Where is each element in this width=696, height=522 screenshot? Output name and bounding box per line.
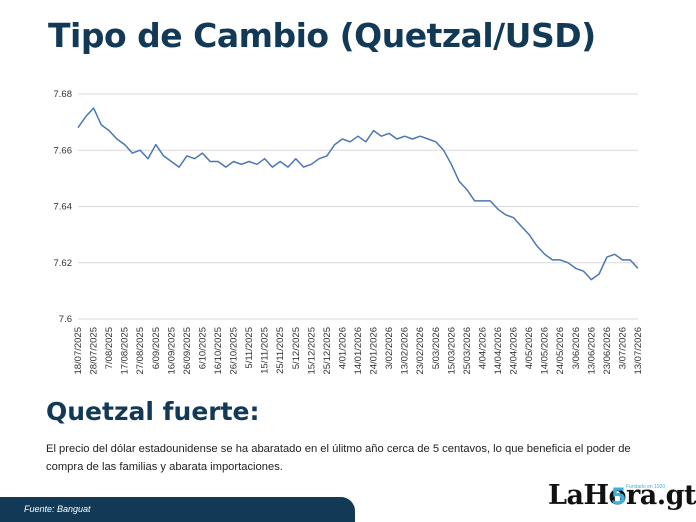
y-tick-label: 7.6 <box>59 314 72 325</box>
x-tick-label: 3/06/2026 <box>571 327 582 369</box>
x-tick-label: 26/09/2025 <box>182 327 193 375</box>
x-tick-label: 25/12/2025 <box>322 327 333 375</box>
y-tick-label: 7.62 <box>54 258 73 269</box>
series-line <box>77 107 639 281</box>
x-tick-label: 3/07/2026 <box>617 327 628 369</box>
description-text: El precio del dólar estadounidense se ha… <box>46 443 631 473</box>
x-tick-label: 26/10/2025 <box>229 327 240 375</box>
x-tick-label: 24/05/2026 <box>555 327 566 375</box>
section-subtitle: Quetzal fuerte: <box>46 397 260 426</box>
x-tick-label: 13/06/2026 <box>586 327 597 375</box>
x-tick-label: 28/07/2025 <box>89 327 100 375</box>
x-axis: 18/07/2025 28/07/2025 7/08/2025 17/08/2025 2… <box>73 327 644 375</box>
y-tick-label: 7.68 <box>54 89 73 100</box>
x-tick-label: 15/12/2025 <box>306 327 317 375</box>
x-tick-label: 27/08/2025 <box>135 327 146 375</box>
x-tick-label: 18/07/2025 <box>73 327 84 375</box>
x-tick-label: 23/06/2026 <box>602 327 613 375</box>
x-tick-label: 16/09/2025 <box>166 327 177 375</box>
x-tick-label: 14/01/2026 <box>353 327 364 375</box>
x-tick-label: 24/01/2026 <box>369 327 380 375</box>
page-title: Tipo de Cambio (Quetzal/USD) <box>48 16 596 55</box>
x-tick-label: 5/11/2025 <box>244 327 255 369</box>
footer-bar: Fuente: Banguat <box>0 497 355 522</box>
x-tick-label: 6/09/2025 <box>151 327 162 369</box>
x-tick-label: 13/07/2026 <box>633 327 644 375</box>
x-tick-label: 14/04/2026 <box>493 327 504 375</box>
x-tick-label: 25/03/2026 <box>462 327 473 375</box>
x-tick-label: 15/11/2025 <box>260 327 271 374</box>
exchange-rate-chart: 7.6 7.62 7.64 7.66 7.68 18/07/2025 28/07/2025… <box>54 89 645 375</box>
y-tick-label: 7.66 <box>54 145 73 156</box>
x-tick-label: 5/03/2026 <box>431 327 442 369</box>
y-axis: 7.6 7.62 7.64 7.66 7.68 <box>54 89 73 325</box>
x-tick-label: 25/11/2025 <box>275 327 286 374</box>
x-tick-label: 3/02/2026 <box>384 327 395 369</box>
y-tick-label: 7.64 <box>54 202 73 213</box>
x-tick-label: 15/03/2026 <box>446 327 457 375</box>
x-tick-label: 23/02/2026 <box>415 327 426 375</box>
chart-grid <box>78 93 638 320</box>
x-tick-label: 4/05/2026 <box>524 327 535 369</box>
logo-accent: 5 <box>611 485 627 510</box>
source-label: Fuente: Banguat <box>24 504 91 514</box>
x-tick-label: 16/10/2025 <box>213 327 224 375</box>
x-tick-label: 17/08/2025 <box>120 327 131 375</box>
logo-text: LaHora.gt <box>548 480 696 511</box>
x-tick-label: 4/01/2026 <box>337 327 348 369</box>
logo-tagline: Fundado en 1920 <box>626 484 666 490</box>
lahora-logo: LaHora.gt 5 Fundado en 1920 <box>548 478 696 520</box>
x-tick-label: 7/08/2025 <box>104 327 115 369</box>
x-tick-label: 24/04/2026 <box>509 327 520 375</box>
x-tick-label: 6/10/2025 <box>197 327 208 369</box>
x-tick-label: 4/04/2026 <box>477 327 488 369</box>
x-tick-label: 5/12/2025 <box>291 327 302 369</box>
x-tick-label: 14/05/2026 <box>540 327 551 375</box>
x-tick-label: 13/02/2026 <box>400 327 411 375</box>
